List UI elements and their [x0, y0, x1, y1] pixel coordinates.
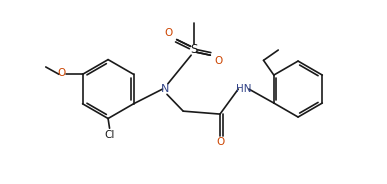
- Text: Cl: Cl: [104, 130, 115, 140]
- Text: O: O: [214, 56, 223, 66]
- Text: N: N: [161, 84, 170, 94]
- Text: HN: HN: [236, 84, 251, 94]
- Text: O: O: [58, 68, 66, 78]
- Text: S: S: [190, 43, 197, 56]
- Text: O: O: [216, 137, 224, 147]
- Text: O: O: [164, 28, 173, 38]
